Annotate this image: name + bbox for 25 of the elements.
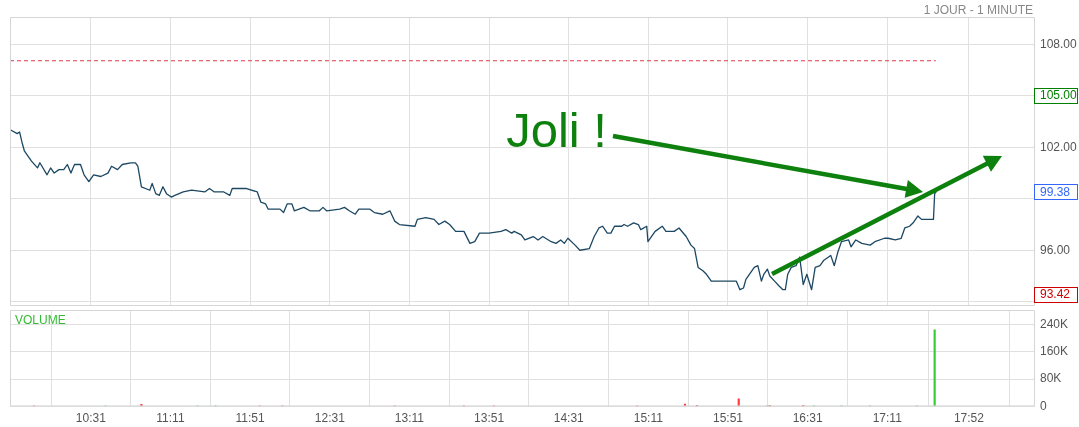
y-tick-label: 240K bbox=[1040, 316, 1069, 331]
chart-title: VOLUME bbox=[15, 312, 66, 327]
x-tick-label: 13:11 bbox=[394, 410, 425, 425]
chart-subtitle: 1 JOUR - 1 MINUTE bbox=[923, 2, 1033, 17]
y-tick-label: 99.38 bbox=[1040, 184, 1071, 199]
x-tick-label: 17:11 bbox=[872, 410, 903, 425]
y-tick-label: 93.42 bbox=[1040, 286, 1071, 301]
x-tick-label: 12:31 bbox=[314, 410, 346, 425]
y-tick-label: 105.00 bbox=[1040, 88, 1078, 103]
x-tick-label: 17:52 bbox=[953, 410, 985, 425]
y-tick-label: 96.00 bbox=[1040, 242, 1071, 257]
x-tick-label: 11:11 bbox=[156, 410, 185, 425]
y-tick-label: 80K bbox=[1040, 371, 1062, 386]
x-tick-label: 10:31 bbox=[75, 410, 107, 425]
x-tick-label: 15:51 bbox=[712, 410, 744, 425]
y-tick-label: 102.00 bbox=[1040, 139, 1078, 154]
y-tick-label: 0 bbox=[1040, 398, 1047, 413]
x-tick-label: 14:31 bbox=[553, 410, 585, 425]
x-tick-label: 15:11 bbox=[633, 410, 664, 425]
y-tick-label: 160K bbox=[1040, 344, 1069, 359]
annotation: Joli ! bbox=[506, 102, 607, 157]
x-tick-label: 16:31 bbox=[792, 410, 823, 425]
x-tick-label: 13:51 bbox=[474, 410, 505, 425]
y-tick-label: 108.00 bbox=[1040, 36, 1078, 51]
x-tick-label: 11:51 bbox=[235, 410, 266, 425]
